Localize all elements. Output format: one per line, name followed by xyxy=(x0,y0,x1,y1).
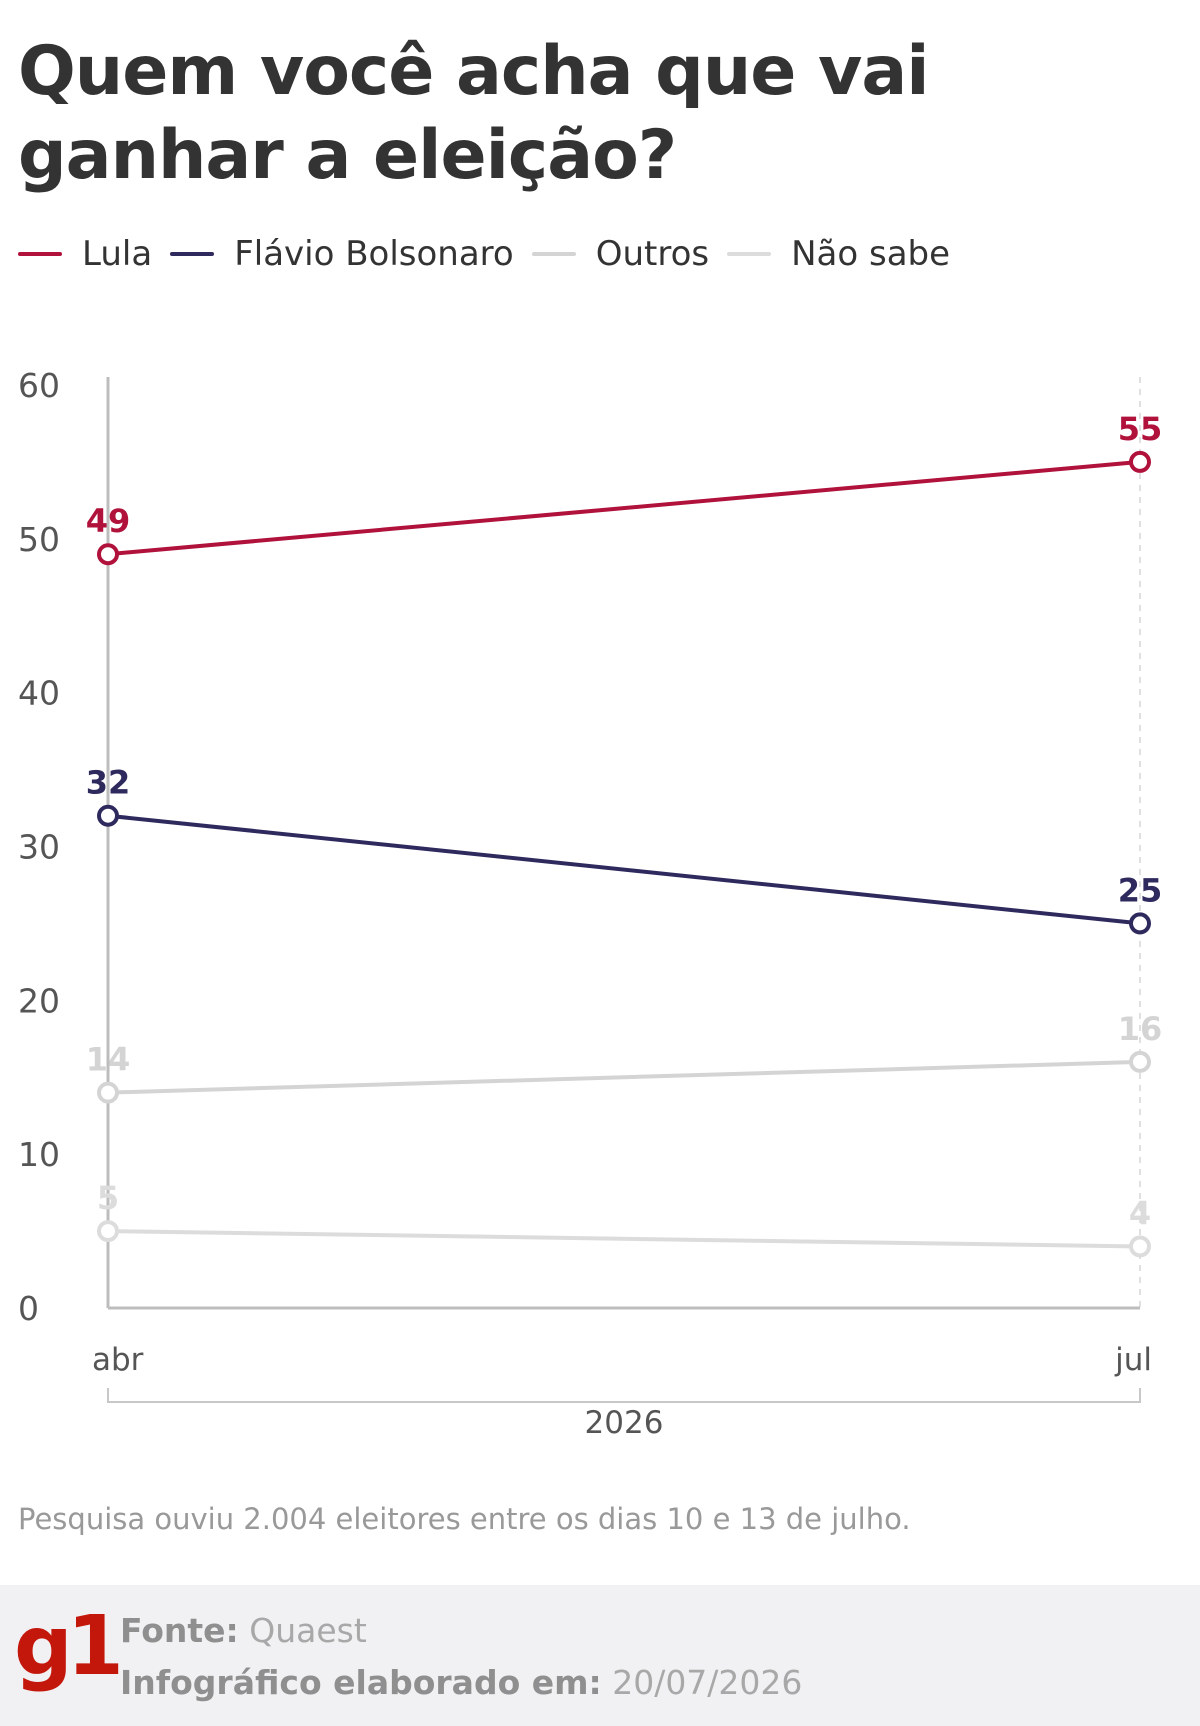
y-tick-label: 30 xyxy=(18,828,60,867)
year-bracket xyxy=(107,1388,1141,1403)
data-point xyxy=(97,1220,119,1243)
date-value: 20/07/2026 xyxy=(612,1663,803,1702)
source-value: Quaest xyxy=(249,1611,367,1650)
legend-item-0: Lula xyxy=(18,234,152,274)
survey-note: Pesquisa ouviu 2.004 eleitores entre os … xyxy=(18,1502,911,1536)
data-point xyxy=(1129,1235,1151,1258)
chart-title: Quem você acha que vai ganhar a eleição? xyxy=(18,32,930,195)
data-label: 14 xyxy=(86,1041,131,1079)
data-label: 32 xyxy=(86,764,131,802)
y-tick-label: 50 xyxy=(18,520,60,559)
legend-label: Flávio Bolsonaro xyxy=(234,234,514,274)
line-chart: 0 10 20 30 40 50 60 abr jul 2026 5 4 14 16 32 25 49 55 xyxy=(18,366,1163,1440)
y-tick-label: 40 xyxy=(18,674,60,713)
source-label: Fonte: xyxy=(120,1611,239,1650)
g1-logo: g1 xyxy=(14,1599,124,1694)
data-point xyxy=(1129,1050,1151,1073)
date-line: Infográfico elaborado em: 20/07/2026 xyxy=(120,1657,802,1709)
chart-legend: Lula Flávio Bolsonaro Outros Não sabe xyxy=(18,232,968,276)
source-line: Fonte: Quaest xyxy=(120,1605,802,1657)
y-tick-label: 60 xyxy=(18,366,60,405)
legend-swatch xyxy=(18,252,62,256)
credits: Fonte: Quaest Infográfico elaborado em: … xyxy=(120,1605,802,1709)
data-label: 55 xyxy=(1118,410,1163,448)
series-line-3 xyxy=(106,1229,1142,1249)
data-label: 5 xyxy=(97,1179,119,1217)
data-point xyxy=(97,543,119,566)
legend-item-3: Não sabe xyxy=(727,234,950,274)
data-point xyxy=(97,804,119,827)
legend-label: Não sabe xyxy=(791,234,951,274)
legend-item-2: Outros xyxy=(531,234,710,274)
series-line-2 xyxy=(106,1059,1142,1095)
footer: g1 Fonte: Quaest Infográfico elaborado e… xyxy=(0,1585,1200,1726)
data-label: 25 xyxy=(1118,871,1163,909)
y-tick-label: 10 xyxy=(18,1135,60,1174)
data-point xyxy=(97,1081,119,1104)
legend-item-1: Flávio Bolsonaro xyxy=(170,234,514,274)
legend-swatch xyxy=(531,252,576,256)
y-tick-label: 20 xyxy=(18,981,60,1020)
y-tick-label: 0 xyxy=(18,1289,39,1328)
legend-swatch xyxy=(727,252,772,256)
series-line-1 xyxy=(106,813,1142,926)
data-label: 16 xyxy=(1118,1010,1163,1048)
data-point xyxy=(1129,450,1151,473)
x-tick-label: jul xyxy=(1114,1342,1152,1378)
data-point xyxy=(1129,912,1151,935)
legend-swatch xyxy=(170,252,215,256)
legend-label: Lula xyxy=(82,234,153,274)
data-label: 49 xyxy=(86,502,131,540)
x-tick-label: abr xyxy=(92,1342,144,1378)
legend-label: Outros xyxy=(595,234,710,274)
series-line-0 xyxy=(106,459,1142,557)
data-label: 4 xyxy=(1129,1194,1151,1232)
date-label: Infográfico elaborado em: xyxy=(120,1663,602,1702)
x-group-label: 2026 xyxy=(585,1405,664,1440)
